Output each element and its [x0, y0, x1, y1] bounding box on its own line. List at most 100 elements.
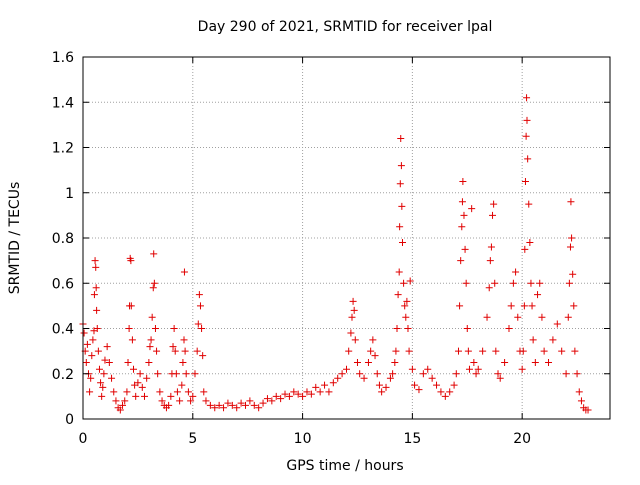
- data-point: [237, 399, 245, 407]
- data-point: [303, 388, 311, 396]
- data-point: [577, 397, 585, 405]
- data-point: [492, 347, 500, 355]
- data-point: [349, 297, 357, 305]
- data-point: [375, 381, 383, 389]
- data-point: [479, 347, 487, 355]
- data-point: [199, 352, 207, 360]
- data-point: [156, 388, 164, 396]
- data-point: [123, 388, 131, 396]
- data-point: [458, 198, 466, 206]
- data-point: [540, 347, 548, 355]
- data-point: [405, 347, 413, 355]
- data-point: [408, 365, 416, 373]
- x-tick-label: 5: [188, 431, 197, 447]
- data-point: [290, 388, 298, 396]
- data-point: [134, 379, 142, 387]
- data-point: [401, 302, 409, 310]
- data-point: [148, 313, 156, 321]
- y-tick-label: 0: [65, 412, 74, 428]
- data-point: [458, 223, 466, 231]
- data-point: [80, 329, 88, 337]
- data-point: [127, 302, 135, 310]
- data-point: [382, 383, 390, 391]
- data-point: [82, 358, 90, 366]
- data-point: [193, 347, 201, 355]
- data-point: [452, 370, 460, 378]
- data-point: [272, 392, 280, 400]
- data-point: [411, 381, 419, 389]
- data-point: [518, 365, 526, 373]
- data-point: [198, 325, 206, 332]
- data-point: [460, 211, 468, 219]
- data-point: [441, 392, 449, 400]
- data-point: [459, 177, 467, 185]
- data-point: [233, 404, 241, 412]
- data-point: [191, 370, 199, 378]
- data-point: [393, 325, 401, 332]
- data-point: [575, 388, 583, 396]
- data-point: [263, 395, 271, 403]
- data-point: [454, 347, 462, 355]
- data-point: [472, 370, 480, 378]
- data-point: [259, 399, 267, 407]
- data-point: [206, 401, 214, 409]
- data-point: [93, 325, 101, 332]
- data-point: [569, 270, 577, 278]
- data-point: [371, 352, 379, 360]
- data-point: [140, 392, 148, 400]
- data-point: [321, 381, 329, 389]
- data-point: [246, 397, 254, 405]
- data-point: [367, 347, 375, 355]
- data-point: [194, 320, 202, 328]
- data-point: [520, 302, 528, 310]
- data-point: [99, 383, 107, 391]
- data-point: [92, 284, 100, 292]
- data-point: [128, 336, 136, 344]
- data-point: [130, 365, 138, 373]
- data-point: [433, 381, 441, 389]
- data-point: [98, 392, 106, 400]
- data-point: [348, 313, 356, 321]
- data-point: [167, 392, 175, 400]
- data-point: [398, 239, 406, 247]
- data-point: [180, 336, 188, 344]
- data-point: [491, 279, 499, 287]
- data-point: [112, 397, 120, 405]
- data-point: [519, 347, 527, 355]
- data-point: [149, 284, 157, 292]
- data-point: [395, 268, 403, 276]
- data-point: [391, 358, 399, 366]
- data-point: [487, 243, 495, 251]
- data-point: [119, 401, 127, 409]
- data-point: [528, 302, 536, 310]
- data-point: [153, 347, 161, 355]
- data-point: [116, 406, 124, 414]
- data-point: [394, 291, 402, 299]
- data-point: [419, 370, 427, 378]
- data-point: [178, 381, 186, 389]
- data-point: [507, 302, 515, 310]
- data-point: [501, 358, 509, 366]
- data-point: [396, 180, 404, 188]
- chart-title: Day 290 of 2021, SRMTID for receiver lpa…: [198, 19, 493, 35]
- data-point: [523, 94, 531, 102]
- data-point: [169, 343, 177, 351]
- data-point: [150, 279, 158, 287]
- data-point: [567, 198, 575, 206]
- data-point: [182, 370, 190, 378]
- data-point: [558, 347, 566, 355]
- x-tick-label: 10: [294, 431, 312, 447]
- data-point: [136, 370, 144, 378]
- data-point: [97, 379, 105, 387]
- data-point: [522, 132, 530, 140]
- y-tick-label: 1.4: [52, 95, 74, 111]
- data-point: [95, 365, 103, 373]
- y-tick-label: 0.4: [52, 322, 74, 338]
- data-point: [364, 358, 372, 366]
- data-point: [521, 245, 529, 253]
- data-point: [200, 388, 208, 396]
- data-point: [220, 404, 228, 412]
- data-point: [268, 397, 276, 405]
